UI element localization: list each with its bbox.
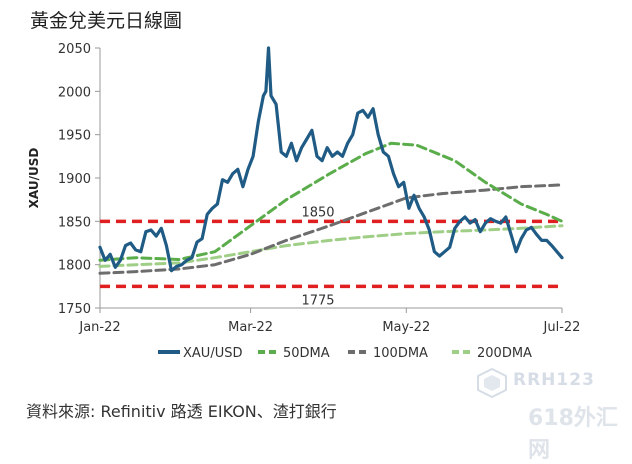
watermark-logo-icon (477, 368, 507, 398)
series-line-50dma (98, 141, 564, 262)
reference-label-1775: 1775 (301, 293, 334, 308)
chart-axes: 1750 1800 1850 1900 1950 2000 2050 Jan-22 Mar-22… (27, 42, 580, 335)
y-tick-label: 1850 (58, 215, 91, 230)
reference-label-1850: 1850 (301, 205, 334, 220)
series-line-xauusd (98, 46, 564, 273)
x-tick-label: Jul-22 (543, 320, 581, 335)
x-tick-label: May-22 (382, 320, 430, 335)
watermark-text-bottom: 618外汇网 (528, 406, 618, 463)
gold-price-chart: 1750 1800 1850 1900 1950 2000 2050 Jan-22 Mar-22… (27, 42, 580, 361)
x-tick-label: Mar-22 (228, 320, 273, 335)
chart-title: 黃金兌美元日線圖 (30, 10, 183, 32)
watermark-text-top: RRH123 (513, 370, 595, 390)
legend-label-200dma: 200DMA (477, 346, 532, 361)
y-tick-label: 1750 (58, 302, 91, 317)
legend-label-xauusd: XAU/USD (183, 346, 242, 361)
y-axis-title: XAU/USD (27, 148, 41, 209)
series-line-200dma (98, 224, 564, 268)
x-tick-label: Jan-22 (78, 320, 120, 335)
y-tick-label: 1800 (58, 259, 91, 274)
series-line-100dma (98, 183, 564, 275)
chart-series (98, 46, 564, 275)
legend-label-100dma: 100DMA (373, 346, 428, 361)
y-tick-label: 1950 (58, 129, 91, 144)
y-tick-label: 1900 (58, 172, 91, 187)
legend-label-50dma: 50DMA (283, 346, 330, 361)
y-tick-label: 2000 (58, 85, 91, 100)
y-tick-label: 2050 (58, 42, 91, 57)
chart-legend: XAU/USD 50DMA 100DMA 200DMA (158, 346, 532, 361)
source-note: 資料來源: Refinitiv 路透 EIKON、渣打銀行 (26, 402, 337, 421)
